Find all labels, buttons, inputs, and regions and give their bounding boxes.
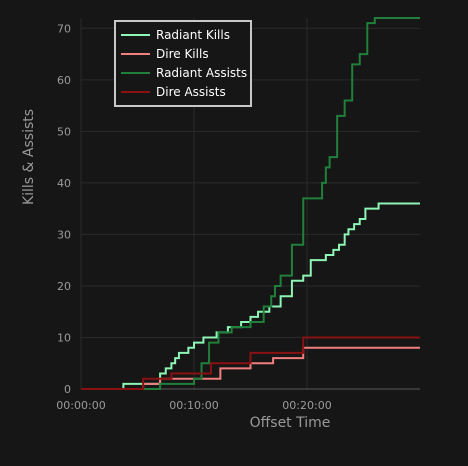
x-tick-label: 00:00:00 <box>56 399 105 412</box>
series-line-radiant-assists <box>81 17 420 390</box>
y-tick-labels: 0 10 20 30 40 50 60 70 <box>57 22 71 396</box>
y-tick-label: 50 <box>57 125 71 138</box>
legend: Radiant Kills Dire Kills Radiant Assists Di… <box>114 20 252 107</box>
x-axis-label: Offset Time <box>250 415 331 431</box>
legend-label-dire-assists: Dire Assists <box>156 85 226 99</box>
y-tick-label: 60 <box>57 74 71 87</box>
legend-label-dire-kills: Dire Kills <box>156 47 209 61</box>
y-tick-label: 10 <box>57 331 71 344</box>
y-tick-label: 70 <box>57 22 71 35</box>
series-line-dire-assists <box>81 336 420 390</box>
series-lines <box>81 17 420 390</box>
x-tick-labels: 00:00:00 00:10:00 00:20:00 <box>56 399 331 412</box>
x-tick-label: 00:20:00 <box>282 399 331 412</box>
y-tick-label: 0 <box>64 383 71 396</box>
x-tick-label: 00:10:00 <box>169 399 218 412</box>
y-tick-label: 20 <box>57 280 71 293</box>
y-tick-label: 30 <box>57 228 71 241</box>
series-line-dire-kills <box>81 346 420 390</box>
y-axis-label: Kills & Assists <box>21 109 37 205</box>
legend-label-radiant-kills: Radiant Kills <box>156 28 230 42</box>
y-tick-label: 40 <box>57 177 71 190</box>
legend-label-radiant-assists: Radiant Assists <box>156 66 247 80</box>
